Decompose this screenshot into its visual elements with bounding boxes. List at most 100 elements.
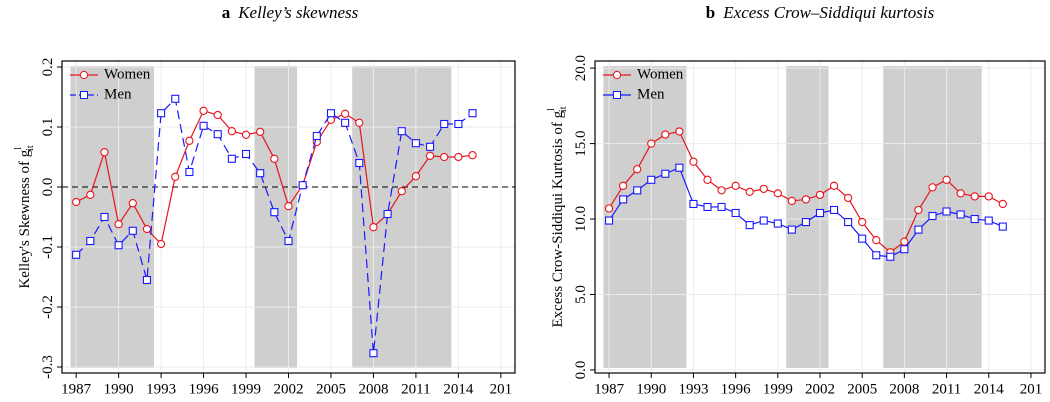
point: [128, 199, 137, 208]
point: [171, 172, 180, 181]
x-tick-label: 1999: [763, 381, 793, 397]
point: [717, 186, 726, 195]
point: [128, 226, 137, 235]
point: [858, 234, 867, 243]
shaded-period: [603, 66, 687, 368]
y-label-sub: it: [25, 145, 36, 151]
y-label-text: Excess Crow-Siddiqui Kurtosis of g: [550, 110, 566, 327]
point: [914, 225, 923, 234]
point: [661, 130, 670, 139]
point: [397, 187, 406, 196]
point: [787, 196, 797, 206]
point: [618, 181, 628, 190]
point: [689, 157, 698, 166]
point: [199, 121, 208, 130]
point: [830, 205, 839, 215]
x-tick-label: 201: [1020, 381, 1043, 397]
y-tick-label: -0.3: [40, 355, 56, 379]
point: [801, 195, 811, 204]
point: [100, 212, 109, 222]
point: [928, 211, 937, 221]
point: [900, 237, 909, 246]
point: [355, 118, 364, 127]
y-tick-label: 10.0: [573, 206, 589, 232]
plot-frame: [61, 60, 516, 374]
point: [703, 175, 712, 184]
chart-title: b Excess Crow–Siddiqui kurtosis: [706, 3, 935, 22]
point: [661, 169, 670, 178]
point: [942, 207, 951, 216]
point: [86, 190, 95, 199]
point: [142, 275, 151, 285]
point: [956, 189, 965, 198]
point: [298, 181, 307, 190]
point: [326, 109, 336, 118]
point: [440, 119, 449, 129]
point: [604, 204, 614, 213]
x-tick-label: 1993: [146, 381, 176, 397]
point: [773, 189, 782, 198]
y-tick-label: 20.0: [573, 55, 589, 81]
point: [157, 109, 166, 118]
y-label-sub: it: [558, 106, 569, 112]
point: [454, 152, 463, 162]
x-tick-label: 2005: [847, 381, 877, 397]
point: [397, 127, 406, 136]
point: [270, 154, 279, 163]
point: [759, 216, 768, 225]
point: [675, 163, 684, 172]
x-tick-label: 1990: [104, 381, 134, 397]
point: [72, 197, 81, 207]
legend-marker: [80, 91, 88, 99]
x-tick-label: 2008: [889, 381, 919, 397]
point: [998, 199, 1007, 209]
legend-marker: [612, 70, 622, 80]
point: [689, 199, 698, 208]
point: [284, 236, 293, 246]
point: [72, 250, 81, 259]
y-tick-label: 0.0: [573, 361, 589, 380]
point: [844, 218, 853, 227]
point: [633, 165, 642, 174]
point: [256, 169, 265, 178]
plot-frame: [594, 60, 1046, 374]
y-tick-label: -0.1: [40, 235, 56, 259]
x-tick-label: 2011: [401, 381, 430, 397]
y-tick-label: 0.1: [40, 118, 56, 137]
point: [100, 148, 109, 157]
shaded-period: [70, 66, 155, 368]
point: [633, 186, 642, 195]
point: [213, 110, 222, 120]
x-tick-label: 1996: [721, 381, 752, 397]
x-tick-label: 2014: [974, 381, 1005, 397]
point: [284, 202, 293, 211]
point: [731, 181, 740, 190]
panel-letter: b: [706, 3, 715, 22]
y-tick-label: -0.2: [40, 295, 56, 319]
shaded-period: [352, 66, 452, 368]
y-label-text: Kelley's Skewness of g: [17, 149, 33, 288]
point: [872, 251, 881, 260]
x-tick-label: 2008: [358, 381, 388, 397]
point: [355, 158, 364, 168]
point: [227, 154, 236, 163]
y-tick-label: 5.0: [573, 285, 589, 304]
x-tick-label: 1987: [594, 381, 625, 397]
point: [468, 109, 477, 118]
title-text: Kelley’s skewness: [237, 3, 358, 22]
point: [213, 130, 222, 139]
point: [605, 216, 614, 225]
point: [970, 192, 979, 201]
point: [843, 193, 853, 203]
x-tick-label: 201: [490, 381, 513, 397]
point: [369, 349, 378, 358]
x-tick-label: 1987: [61, 381, 92, 397]
legend-label: Women: [637, 66, 684, 82]
point: [829, 181, 839, 190]
point: [454, 119, 463, 129]
point: [425, 151, 435, 160]
point: [759, 184, 768, 193]
point: [411, 172, 421, 181]
point: [858, 217, 867, 227]
point: [142, 224, 152, 234]
